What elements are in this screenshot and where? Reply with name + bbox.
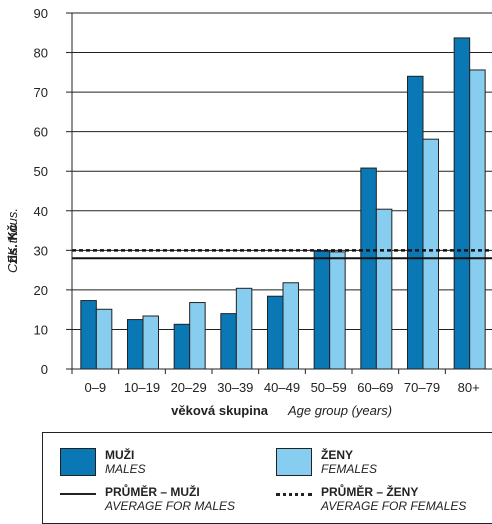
average-lines	[72, 249, 492, 260]
legend-label-avg-females-cz: PRŮMĚR – ŽENY	[321, 485, 419, 499]
bar-males-0	[80, 300, 97, 370]
bar-females-8	[469, 69, 486, 370]
x-axis-label-cz: věková skupina	[171, 403, 269, 418]
y-tick-label-1: 10	[34, 322, 48, 337]
legend-line-avg-females	[276, 493, 312, 496]
legend-line-avg-males	[60, 493, 96, 495]
bars	[80, 37, 486, 370]
x-tick-label-2: 20–29	[171, 380, 207, 395]
bar-males-5	[313, 250, 331, 370]
bar-females-6	[375, 208, 393, 370]
bar-males-4	[267, 295, 284, 370]
legend-label-avg-males-en: AVERAGE FOR MALES	[105, 499, 236, 513]
legend-label-avg-females-en: AVERAGE FOR FEMALES	[321, 499, 467, 513]
x-tick-label-6: 60–69	[357, 380, 393, 395]
x-tick-label-1: 10–19	[124, 380, 160, 395]
legend-item-males: MUŽI MALES	[60, 448, 146, 476]
bar-males-8	[453, 37, 471, 370]
bar-males-3	[220, 313, 237, 370]
legend-item-females: ŽENY FEMALES	[276, 448, 377, 476]
y-tick-label-5: 50	[34, 164, 48, 179]
y-axis-label-cz: tis. Kč	[5, 224, 20, 263]
bar-females-2	[189, 302, 206, 370]
bar-females-7	[422, 138, 439, 370]
legend-swatch-females	[276, 448, 312, 476]
x-axis-label-en: Age group (years)	[287, 403, 392, 418]
bar-females-1	[142, 315, 159, 370]
y-tick-label-7: 70	[34, 85, 48, 100]
legend: MUŽI MALES ŽENY FEMALES PRŮMĚR – MUŽI AV…	[42, 432, 492, 524]
y-axis-label-en: CZK thous.	[5, 208, 20, 273]
y-tick-labels: 0 10 20 30 40 50 60 70 80 90	[34, 6, 48, 377]
legend-item-avg-females: PRŮMĚR – ŽENY AVERAGE FOR FEMALES	[276, 485, 466, 513]
axes	[66, 12, 492, 374]
bar-chart: 0 10 20 30 40 50 60 70 80 90 0–9 10–19 20–29 30–39 40…	[5, 6, 492, 418]
legend-label-females-cz: ŽENY	[321, 448, 354, 462]
y-tick-label-2: 20	[34, 283, 48, 298]
legend-label-males-cz: MUŽI	[105, 448, 135, 462]
x-axis-title: věková skupina Age group (years)	[171, 403, 392, 418]
bar-males-6	[360, 167, 377, 370]
bar-females-5	[329, 251, 346, 370]
y-tick-label-0: 0	[41, 362, 48, 377]
y-tick-label-6: 60	[34, 125, 48, 140]
legend-label-avg-males-cz: PRŮMĚR – MUŽI	[105, 485, 200, 499]
bar-females-0	[95, 308, 113, 370]
legend-item-avg-males: PRŮMĚR – MUŽI AVERAGE FOR MALES	[60, 485, 235, 513]
y-tick-label-9: 90	[34, 6, 48, 21]
y-tick-label-8: 80	[34, 46, 48, 61]
x-tick-label-8: 80+	[458, 380, 480, 395]
x-tick-labels: 0–9 10–19 20–29 30–39 40–49 50–59 60–69 70–79 80…	[84, 380, 479, 395]
y-tick-label-3: 30	[34, 243, 48, 258]
bar-males-7	[407, 75, 424, 370]
bar-females-3	[235, 287, 253, 370]
bar-females-4	[282, 282, 299, 370]
x-tick-label-5: 50–59	[311, 380, 347, 395]
x-tick-label-7: 70–79	[404, 380, 440, 395]
bar-males-2	[173, 323, 191, 370]
x-tick-label-0: 0–9	[84, 380, 106, 395]
y-tick-label-4: 40	[34, 204, 48, 219]
bar-males-1	[127, 319, 144, 370]
x-tick-label-4: 40–49	[264, 380, 300, 395]
legend-swatch-males	[60, 448, 96, 476]
y-axis-title: tis. Kč CZK thous.	[5, 208, 20, 273]
x-tick-label-3: 30–39	[217, 380, 253, 395]
legend-label-males-en: MALES	[105, 462, 146, 476]
legend-label-females-en: FEMALES	[321, 462, 378, 476]
